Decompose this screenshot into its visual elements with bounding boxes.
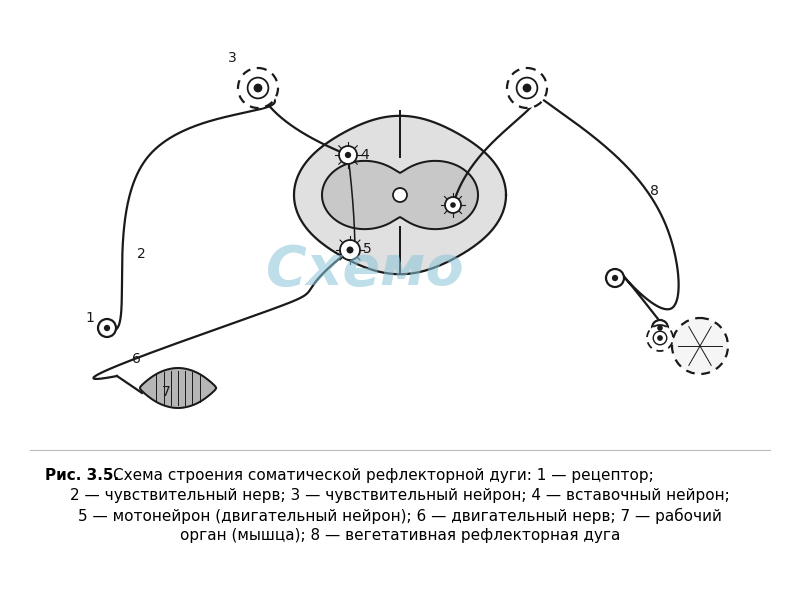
Circle shape (248, 77, 268, 98)
Circle shape (522, 83, 531, 92)
Circle shape (346, 247, 354, 253)
Text: 6: 6 (132, 352, 141, 366)
Circle shape (254, 83, 262, 92)
Circle shape (517, 77, 538, 98)
Circle shape (654, 331, 666, 345)
Circle shape (98, 319, 116, 337)
Circle shape (606, 269, 624, 287)
Circle shape (445, 197, 461, 213)
Text: 8: 8 (650, 184, 659, 198)
Circle shape (657, 335, 663, 341)
Polygon shape (140, 368, 216, 408)
Circle shape (658, 325, 662, 331)
Circle shape (345, 152, 351, 158)
Circle shape (339, 146, 357, 164)
Circle shape (672, 318, 728, 374)
Text: орган (мышца); 8 — вегетативная рефлекторная дуга: орган (мышца); 8 — вегетативная рефлекто… (180, 528, 620, 543)
Text: 2 — чувствительный нерв; 3 — чувствительный нейрон; 4 — вставочный нейрон;: 2 — чувствительный нерв; 3 — чувствитель… (70, 488, 730, 503)
Text: 5 — мотонейрон (двигательный нейрон); 6 — двигательный нерв; 7 — рабочий: 5 — мотонейрон (двигательный нейрон); 6 … (78, 508, 722, 524)
Circle shape (393, 188, 407, 202)
Circle shape (612, 275, 618, 281)
Circle shape (104, 325, 110, 331)
Text: 4: 4 (360, 148, 369, 162)
Text: 2: 2 (137, 247, 146, 261)
Circle shape (647, 325, 673, 351)
Polygon shape (322, 161, 478, 229)
Circle shape (507, 68, 547, 108)
Text: Схема строения соматической рефлекторной дуги: 1 — рецептор;: Схема строения соматической рефлекторной… (113, 468, 654, 483)
Text: 3: 3 (228, 51, 237, 65)
Circle shape (450, 202, 456, 208)
Polygon shape (294, 116, 506, 274)
Circle shape (340, 240, 360, 260)
Text: 7: 7 (162, 385, 170, 399)
Text: Схемо: Схемо (266, 243, 464, 297)
Text: 5: 5 (363, 242, 372, 256)
Text: Рис. 3.5.: Рис. 3.5. (45, 468, 119, 483)
Circle shape (238, 68, 278, 108)
Text: 1: 1 (85, 311, 94, 325)
Circle shape (652, 320, 668, 336)
